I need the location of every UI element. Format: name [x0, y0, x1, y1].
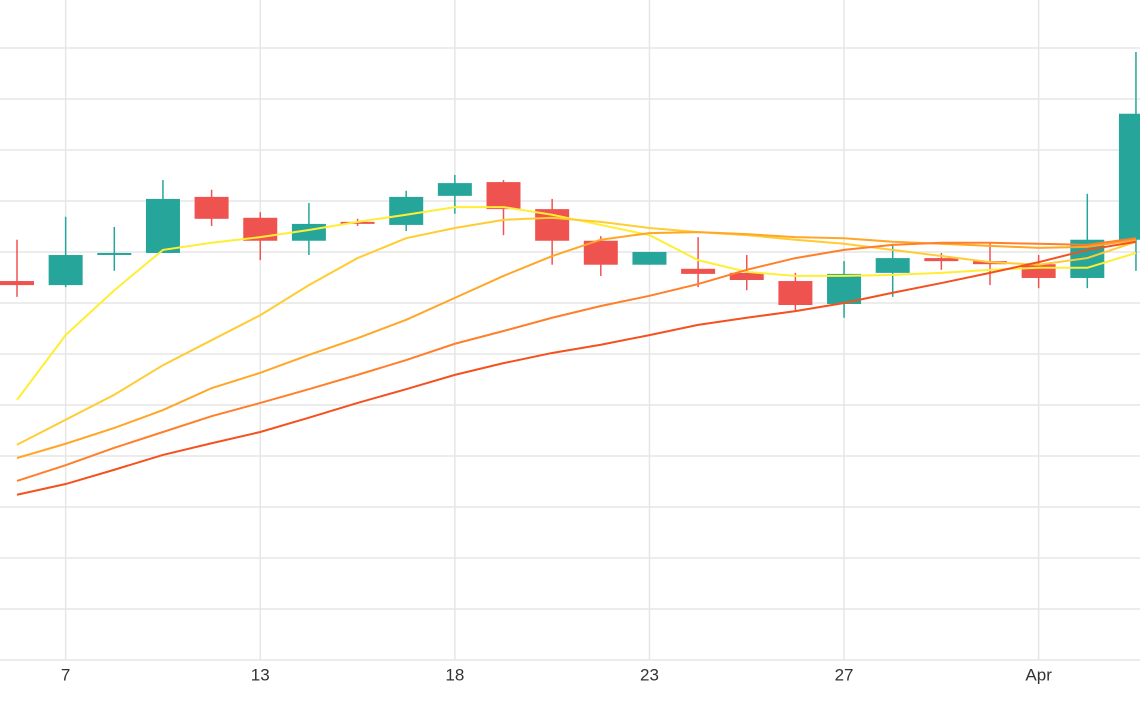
- moving-average-line: [16, 231, 1137, 459]
- candle-body: [681, 268, 716, 274]
- moving-average-line: [16, 237, 1137, 482]
- candle-body: [389, 196, 424, 225]
- candle-body: [145, 198, 180, 253]
- candle-body: [827, 273, 862, 304]
- candle-body: [97, 252, 132, 255]
- candle-body: [1021, 264, 1056, 278]
- candle-body: [632, 251, 667, 265]
- candle-body: [437, 183, 472, 196]
- x-tick-label: 13: [251, 665, 270, 684]
- candle-body: [924, 258, 959, 262]
- candle-body: [0, 281, 34, 286]
- candle-body: [486, 182, 521, 210]
- x-tick-label: 7: [61, 665, 70, 684]
- candle-body: [778, 281, 813, 306]
- candle-body: [194, 196, 229, 219]
- x-tick-label: Apr: [1025, 665, 1052, 684]
- x-tick-label: 27: [835, 665, 854, 684]
- candle-body: [48, 255, 83, 286]
- candle-body: [875, 258, 910, 273]
- candle-body: [729, 272, 764, 281]
- moving-average-line: [16, 216, 1137, 446]
- x-tick-label: 18: [445, 665, 464, 684]
- x-tick-label: 23: [640, 665, 659, 684]
- candle-body: [583, 240, 618, 265]
- moving-average-line: [16, 240, 1137, 496]
- candle-body: [1118, 113, 1140, 240]
